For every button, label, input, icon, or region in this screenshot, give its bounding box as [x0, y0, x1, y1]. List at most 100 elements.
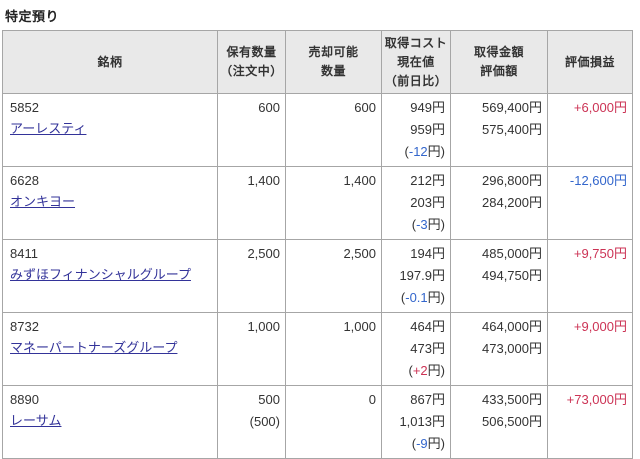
stock-code: 8732 [10, 319, 39, 334]
sellable-qty: 1,400 [343, 173, 376, 188]
acquisition-cost: 212円 [410, 173, 445, 188]
pl-cell: +9,750円 [547, 239, 633, 313]
col-header-stock: 銘柄 [2, 30, 218, 94]
sellable-cell: 600 [285, 93, 382, 167]
cost-cell: 194円 197.9円 (-0.1円) [381, 239, 451, 313]
stock-code: 8890 [10, 392, 39, 407]
pl-value: +9,750円 [573, 246, 627, 261]
day-change-value: -12 [408, 144, 428, 159]
sellable-cell: 1,400 [285, 166, 382, 240]
amount-cell: 464,000円 473,000円 [450, 312, 548, 386]
day-change-value: -9 [416, 436, 428, 451]
sellable-qty: 2,500 [343, 246, 376, 261]
acquisition-amount: 433,500円 [482, 392, 542, 407]
stock-code: 5852 [10, 100, 39, 115]
pl-value: +73,000円 [566, 392, 627, 407]
acquisition-amount: 296,800円 [482, 173, 542, 188]
holding-cell: 1,400 [217, 166, 286, 240]
amount-cell: 296,800円 284,200円 [450, 166, 548, 240]
acquisition-amount: 569,400円 [482, 100, 542, 115]
day-change: (-0.1円) [400, 290, 445, 305]
cost-cell: 464円 473円 (+2円) [381, 312, 451, 386]
sellable-cell: 1,000 [285, 312, 382, 386]
stock-cell: 8411 みずほフィナンシャルグループ [2, 239, 218, 313]
day-change-value: -0.1 [405, 290, 428, 305]
day-change-value: +2 [412, 363, 428, 378]
day-change-value: -3 [416, 217, 428, 232]
stock-name-link[interactable]: オンキヨー [10, 194, 76, 209]
header-row: 銘柄 保有数量 （注文中） 売却可能 数量 取得コスト 現在値 （前日比） 取得… [2, 30, 633, 94]
current-price: 1,013円 [399, 414, 445, 429]
acquisition-cost: 194円 [410, 246, 445, 261]
holding-qty: 2,500 [247, 246, 280, 261]
stock-cell: 8890 レーサム [2, 385, 218, 459]
stock-name-link[interactable]: アーレスティ [10, 121, 87, 136]
pl-cell: -12,600円 [547, 166, 633, 240]
stock-code: 6628 [10, 173, 39, 188]
holdings-table: 銘柄 保有数量 （注文中） 売却可能 数量 取得コスト 現在値 （前日比） 取得… [2, 30, 633, 459]
day-change: (-3円) [411, 217, 445, 232]
valuation-amount: 494,750円 [482, 268, 542, 283]
holding-qty: 1,400 [247, 173, 280, 188]
page-title: 特定預り [5, 9, 60, 24]
sellable-qty: 600 [354, 100, 376, 115]
stock-cell: 5852 アーレスティ [2, 93, 218, 167]
cost-cell: 212円 203円 (-3円) [381, 166, 451, 240]
day-change: (-9円) [411, 436, 445, 451]
acquisition-amount: 485,000円 [482, 246, 542, 261]
col-header-amount: 取得金額 評価額 [450, 30, 548, 94]
stock-name-link[interactable]: みずほフィナンシャルグループ [10, 267, 191, 282]
col-header-sellable: 売却可能 数量 [285, 30, 382, 94]
stock-name-link[interactable]: マネーパートナーズグループ [10, 340, 178, 355]
holding-qty: 500 [258, 392, 280, 407]
col-header-holding: 保有数量 （注文中） [217, 30, 286, 94]
table-row: 5852 アーレスティ 600 600 949円 959円 (-12円) 569… [2, 93, 633, 167]
valuation-amount: 473,000円 [482, 341, 542, 356]
holding-qty: 1,000 [247, 319, 280, 334]
sellable-cell: 2,500 [285, 239, 382, 313]
current-price: 959円 [410, 122, 445, 137]
table-row: 8890 レーサム 500 (500) 0 867円 1,013円 (-9円) … [2, 385, 633, 459]
stock-cell: 8732 マネーパートナーズグループ [2, 312, 218, 386]
pl-value: +9,000円 [573, 319, 627, 334]
holding-cell: 500 (500) [217, 385, 286, 459]
current-price: 197.9円 [399, 268, 445, 283]
pl-cell: +73,000円 [547, 385, 633, 459]
col-header-pl: 評価損益 [547, 30, 633, 94]
cost-cell: 867円 1,013円 (-9円) [381, 385, 451, 459]
cost-cell: 949円 959円 (-12円) [381, 93, 451, 167]
amount-cell: 433,500円 506,500円 [450, 385, 548, 459]
stock-code: 8411 [10, 246, 38, 261]
amount-cell: 569,400円 575,400円 [450, 93, 548, 167]
col-header-cost: 取得コスト 現在値 （前日比） [381, 30, 451, 94]
valuation-amount: 575,400円 [482, 122, 542, 137]
stock-name-link[interactable]: レーサム [10, 413, 62, 428]
acquisition-cost: 867円 [410, 392, 445, 407]
current-price: 473円 [410, 341, 445, 356]
table-row: 6628 オンキヨー 1,400 1,400 212円 203円 (-3円) 2… [2, 166, 633, 240]
table-row: 8732 マネーパートナーズグループ 1,000 1,000 464円 473円… [2, 312, 633, 386]
stock-cell: 6628 オンキヨー [2, 166, 218, 240]
holding-order-qty: (500) [249, 414, 280, 429]
holding-qty: 600 [258, 100, 280, 115]
col-header-stock-label: 銘柄 [97, 54, 123, 69]
pl-value: -12,600円 [569, 173, 627, 188]
acquisition-cost: 464円 [410, 319, 445, 334]
sellable-cell: 0 [285, 385, 382, 459]
acquisition-amount: 464,000円 [482, 319, 542, 334]
current-price: 203円 [410, 195, 445, 210]
sellable-qty: 0 [368, 392, 376, 407]
col-header-pl-label: 評価損益 [564, 54, 615, 69]
acquisition-cost: 949円 [410, 100, 445, 115]
valuation-amount: 506,500円 [482, 414, 542, 429]
pl-cell: +6,000円 [547, 93, 633, 167]
holding-cell: 2,500 [217, 239, 286, 313]
day-change: (+2円) [408, 363, 445, 378]
day-change: (-12円) [404, 144, 445, 159]
sellable-qty: 1,000 [343, 319, 376, 334]
holding-cell: 600 [217, 93, 286, 167]
holding-cell: 1,000 [217, 312, 286, 386]
valuation-amount: 284,200円 [482, 195, 542, 210]
pl-cell: +9,000円 [547, 312, 633, 386]
table-row: 8411 みずほフィナンシャルグループ 2,500 2,500 194円 197… [2, 239, 633, 313]
